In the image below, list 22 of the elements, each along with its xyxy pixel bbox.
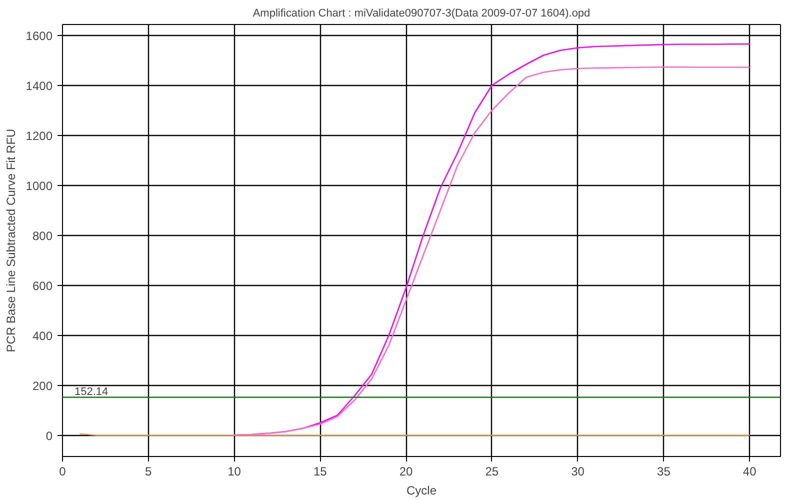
x-tick-label: 15 — [313, 464, 328, 478]
y-tick-label: 0 — [46, 428, 53, 443]
x-tick-label: 5 — [145, 464, 152, 478]
y-tick-label: 200 — [32, 378, 53, 393]
y-tick-label: 1600 — [26, 28, 53, 43]
y-tick-label: 1000 — [26, 178, 53, 193]
x-axis-title: Cycle — [406, 484, 437, 498]
y-tick-label: 400 — [32, 328, 53, 343]
y-tick-label: 800 — [32, 228, 53, 243]
x-tick-label: 10 — [228, 464, 242, 478]
x-tick-label: 0 — [59, 464, 66, 478]
y-tick-label: 1400 — [26, 78, 53, 93]
x-tick-label: 30 — [571, 464, 585, 478]
y-tick-label: 1200 — [26, 128, 53, 143]
chart-title: Amplification Chart : miValidate090707-3(Data 2009-07-07 1604).opd — [252, 8, 590, 20]
ref-line-label: 152.14 — [74, 386, 108, 398]
x-tick-label: 40 — [742, 464, 757, 478]
x-tick-label: 20 — [399, 464, 414, 478]
x-tick-label: 25 — [485, 464, 499, 478]
y-axis-title: PCR Base Line Subtracted Curve Fit RFU — [4, 128, 18, 352]
y-tick-label: 600 — [32, 278, 53, 293]
x-tick-label: 35 — [657, 464, 671, 478]
